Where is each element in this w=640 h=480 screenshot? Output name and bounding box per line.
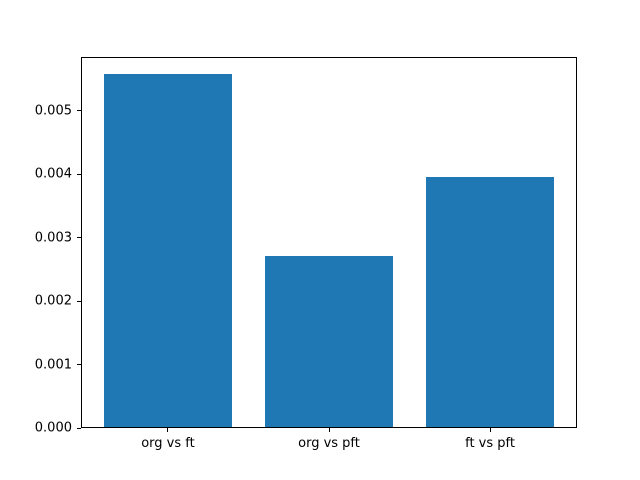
x-tick-mark — [489, 428, 491, 432]
y-tick-label: 0.000 — [34, 420, 72, 436]
y-tick-mark — [77, 173, 81, 175]
y-tick-mark — [77, 237, 81, 239]
y-tick-mark — [77, 300, 81, 302]
x-tick-mark — [167, 428, 169, 432]
y-tick-mark — [77, 110, 81, 112]
x-tick-label: org vs pft — [298, 436, 360, 451]
y-tick-label: 0.003 — [34, 230, 72, 246]
y-tick-label: 0.005 — [34, 103, 72, 119]
y-tick-label: 0.004 — [34, 166, 72, 182]
bar-org-vs-pft — [264, 256, 394, 428]
x-tick-label: org vs ft — [141, 436, 195, 451]
x-tick-label: ft vs pft — [465, 436, 515, 451]
x-tick-mark — [328, 428, 330, 432]
bar-ft-vs-pft — [425, 176, 555, 428]
y-tick-mark — [77, 364, 81, 366]
y-tick-mark — [77, 427, 81, 429]
bar-org-vs-ft — [103, 74, 233, 428]
y-tick-label: 0.001 — [34, 357, 72, 373]
y-tick-label: 0.002 — [34, 293, 72, 309]
